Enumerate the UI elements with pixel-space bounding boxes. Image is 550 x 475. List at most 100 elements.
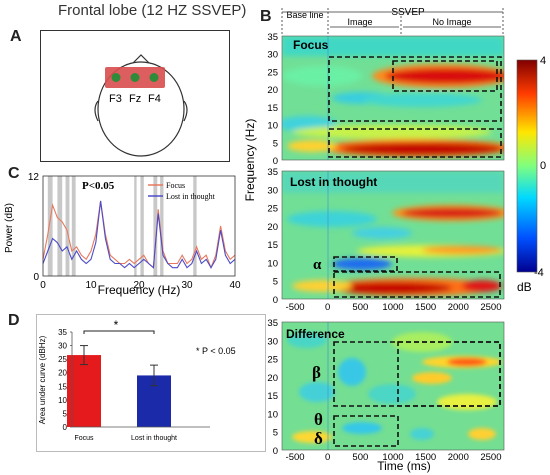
y-tick-label: 15 — [267, 391, 278, 402]
significance-label: P<0.05 — [82, 180, 115, 192]
electrode-label: Fz — [129, 93, 141, 105]
baseline-label: Base line — [286, 10, 323, 20]
sig-band — [160, 176, 164, 276]
significance-bands — [47, 176, 197, 276]
colorbar-gradient — [516, 59, 538, 273]
x-tick-label: 2000 — [448, 452, 469, 463]
y-tick-label: 12 — [28, 172, 40, 183]
sig-band — [71, 176, 76, 276]
sig-band — [140, 176, 144, 276]
y-axis-label: Frequency (Hz) — [243, 119, 257, 202]
electrode-fz-dot — [130, 73, 140, 82]
y-tick-label: 30 — [267, 336, 278, 347]
sig-band — [134, 176, 137, 276]
electrode-f3-dot — [111, 73, 121, 82]
y-tick-label: 20 — [267, 222, 278, 233]
x-tick-label: Lost in thought — [131, 435, 177, 442]
y-tick-label: 25 — [267, 355, 278, 366]
sig-band — [65, 176, 70, 276]
electrode-f4-dot — [149, 73, 159, 82]
x-tick-label: 2500 — [480, 452, 501, 463]
y-tick-label: 35 — [267, 32, 278, 43]
y-tick-label: 0 — [273, 295, 278, 306]
map-title: Lost in thought — [290, 175, 377, 189]
y-tick-label: 15 — [58, 382, 67, 391]
x-tick-label: 10 — [85, 280, 97, 291]
electrode-label: F4 — [148, 93, 161, 105]
map-title: Focus — [293, 38, 329, 52]
series-line-lost — [42, 200, 236, 269]
x-tick-label: 40 — [229, 280, 241, 291]
colorbar: 4 0 -4 dB — [516, 55, 546, 294]
y-tick-label: 5 — [63, 409, 68, 418]
noimage-label: No Image — [432, 17, 471, 27]
x-tick-label: 1500 — [415, 302, 436, 313]
legend: Focus Lost in thought — [148, 181, 216, 201]
y-tick-label: 20 — [58, 369, 67, 378]
panel-d-letter: D — [8, 312, 20, 329]
y-tick-label: 15 — [267, 240, 278, 251]
beta-annotation: β — [312, 363, 321, 382]
panel-c-letter: C — [8, 165, 20, 182]
colorbar-mid: 0 — [540, 160, 546, 172]
bar-focus — [67, 355, 101, 427]
theta-annotation: θ — [314, 410, 323, 429]
condition-header — [281, 8, 504, 34]
colorbar-max: 4 — [540, 55, 546, 67]
x-axis-label: Time (ms) — [377, 459, 431, 473]
area-bar-chart: 0 5 10 15 20 25 30 35 Focus Lost in thought Area… — [38, 318, 236, 442]
p-value-note: * P < 0.05 — [196, 346, 236, 356]
x-tick-label: -500 — [286, 452, 305, 463]
y-tick-label: 25 — [267, 204, 278, 215]
axis-ticks: 0 10 20 30 40 0 12 — [28, 172, 241, 291]
legend-item: Focus — [166, 181, 185, 190]
x-tick-label: 2500 — [480, 302, 501, 313]
x-tick-label: 0 — [325, 302, 330, 313]
series-line-focus — [42, 200, 236, 270]
y-tick-label: 10 — [267, 258, 278, 269]
plot-frame — [42, 175, 236, 277]
bars: Focus Lost in thought — [67, 345, 177, 442]
panel-d-box — [36, 314, 266, 452]
y-tick-label: 10 — [267, 409, 278, 420]
significance-star: * — [114, 318, 119, 332]
y-tick-label: 0 — [33, 272, 39, 283]
panel-a-letter: A — [10, 28, 22, 45]
spectrum-lines — [42, 200, 236, 270]
y-tick-label: 30 — [267, 50, 278, 61]
sig-band — [47, 176, 53, 276]
x-tick-label: 1000 — [382, 302, 403, 313]
y-tick-label: 5 — [273, 277, 278, 288]
image-label: Image — [347, 17, 372, 27]
x-tick-label: 1500 — [415, 452, 436, 463]
x-tick-label: 20 — [133, 280, 145, 291]
panel-a-title: Frontal lobe (12 HZ SSVEP) — [58, 2, 247, 19]
colorbar-min: -4 — [534, 267, 544, 279]
y-axis-label: Area under curve (dBHz) — [38, 335, 47, 424]
electrode-label: F3 — [109, 93, 122, 105]
ssvep-label: SSVEP — [391, 7, 425, 18]
x-tick-label: 500 — [352, 452, 368, 463]
spectrogram-difference: Difference β θ δ — [281, 321, 505, 451]
x-tick-label: 2000 — [448, 302, 469, 313]
y-tick-label: 25 — [267, 67, 278, 78]
power-spectrum-chart: 0 10 20 30 40 0 12 Power (dB) Frequency (Hz) P… — [4, 172, 241, 297]
x-tick-label: 0 — [325, 452, 330, 463]
y-tick-label: 35 — [267, 318, 278, 329]
sig-band — [153, 176, 158, 276]
y-tick-label: 10 — [267, 121, 278, 132]
y-tick-label: 0 — [273, 446, 278, 457]
y-tick-label: 10 — [58, 396, 67, 405]
y-tick-label: 35 — [58, 328, 67, 337]
y-tick-label: 30 — [267, 185, 278, 196]
spectrogram-ticks: 0510152025303505101520253035051015202530… — [267, 32, 501, 463]
head-diagram: F3 Fz F4 — [94, 54, 188, 157]
y-tick-label: 0 — [63, 423, 68, 432]
y-tick-label: 5 — [273, 428, 278, 439]
y-tick-label: 0 — [273, 156, 278, 167]
significance-bracket — [83, 330, 155, 334]
head-diagram-box: F3 Fz F4 — [40, 30, 230, 162]
x-tick-label: Focus — [74, 435, 94, 442]
x-tick-label: -500 — [286, 302, 305, 313]
